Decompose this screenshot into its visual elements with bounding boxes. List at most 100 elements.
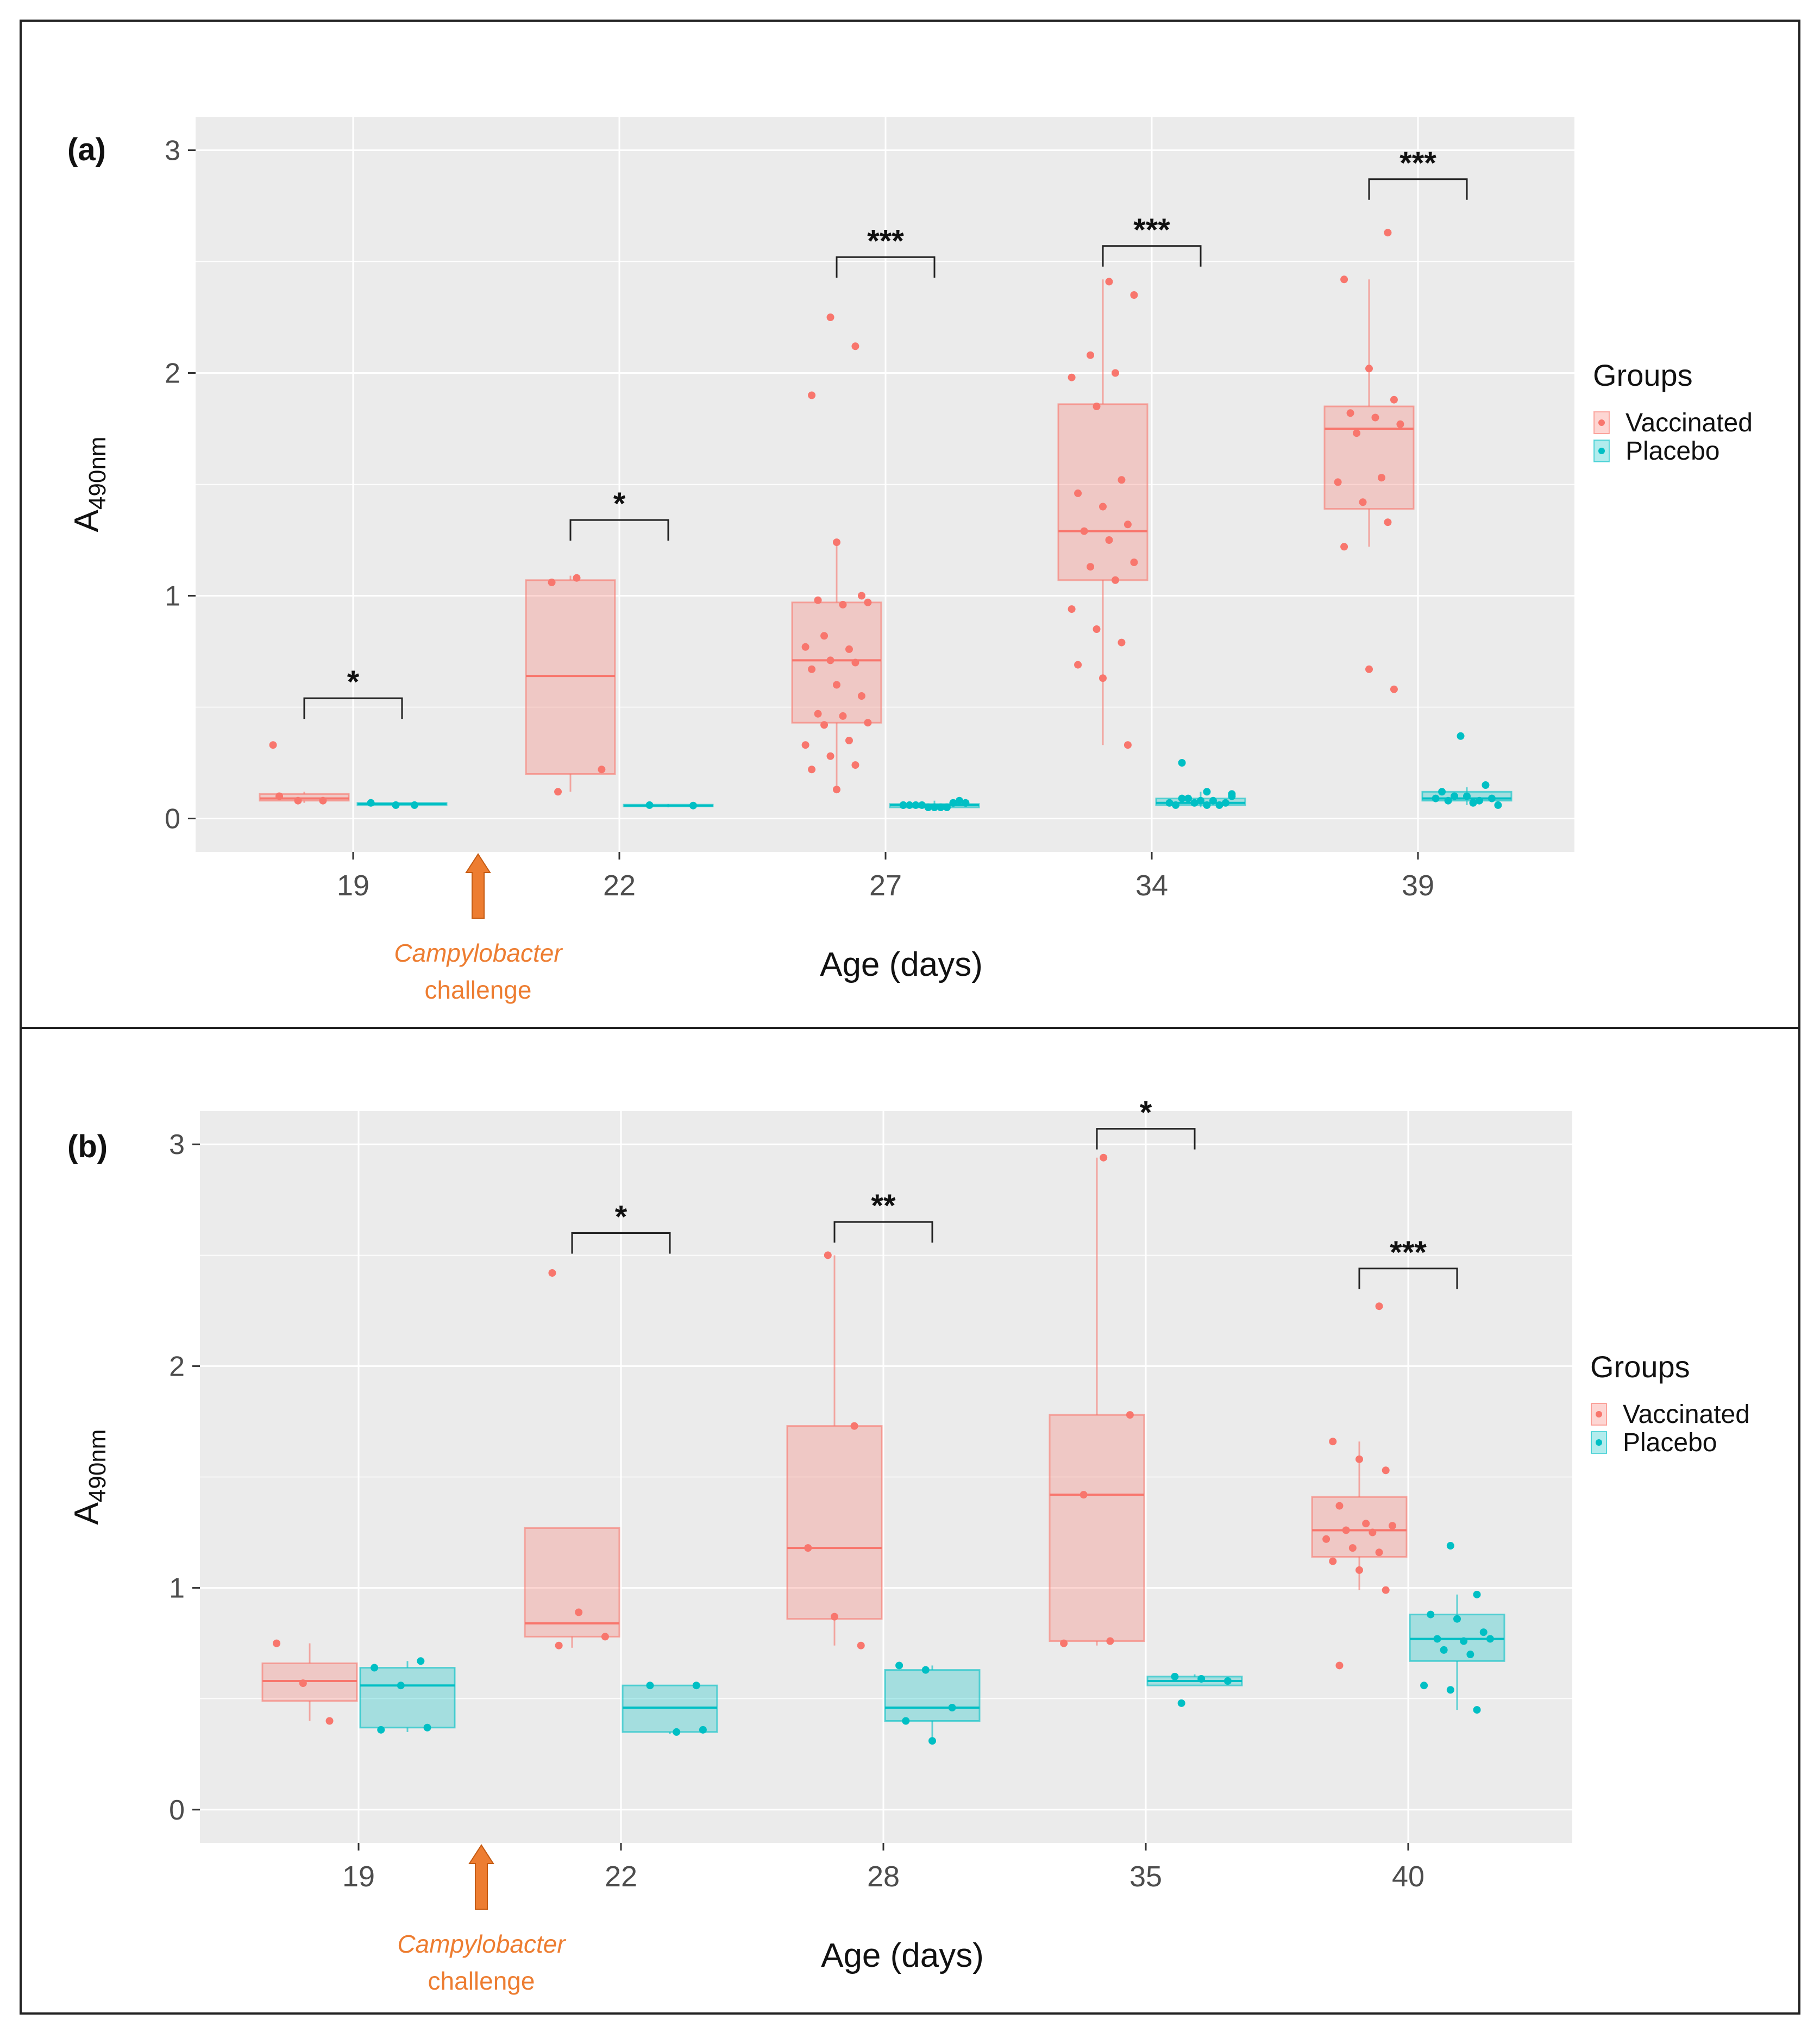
data-point <box>1388 1522 1396 1530</box>
box <box>359 1667 456 1729</box>
data-point <box>902 1717 910 1725</box>
data-point <box>921 1666 930 1674</box>
box <box>259 793 350 802</box>
data-point <box>1172 801 1180 809</box>
data-point <box>397 1682 405 1690</box>
x-tick-label: 35 <box>1129 1860 1162 1893</box>
data-point <box>1440 1646 1448 1654</box>
x-tick-label: 28 <box>867 1860 900 1893</box>
data-point <box>1342 1526 1350 1534</box>
data-point <box>1093 403 1101 410</box>
data-point <box>1340 543 1348 551</box>
data-point <box>575 1608 583 1616</box>
significance-bracket <box>1102 245 1202 267</box>
y-tick-label: 2 <box>169 1351 185 1382</box>
data-point <box>826 656 834 664</box>
data-point <box>269 741 277 749</box>
significance-bracket <box>569 519 669 541</box>
data-point <box>692 1682 700 1690</box>
data-point <box>1346 409 1354 417</box>
data-point <box>826 313 834 321</box>
y-tick-label: 3 <box>165 135 180 167</box>
data-point <box>1432 794 1440 802</box>
data-point <box>1329 1438 1337 1446</box>
data-point <box>1100 1153 1108 1162</box>
data-point <box>294 796 302 805</box>
legend-entry-label: Placebo <box>1623 1428 1717 1457</box>
data-point <box>645 801 654 809</box>
data-point <box>1093 625 1101 633</box>
data-point <box>857 692 865 700</box>
data-point <box>1106 1637 1114 1645</box>
data-point <box>1074 489 1082 497</box>
data-point <box>1475 796 1483 805</box>
data-point <box>833 681 840 689</box>
data-point <box>1068 605 1076 613</box>
data-point <box>845 737 853 744</box>
data-point <box>839 712 847 720</box>
data-point <box>1348 1544 1357 1552</box>
data-point <box>804 1544 812 1552</box>
data-point <box>1377 474 1385 482</box>
legend-entry-label: Placebo <box>1626 437 1719 466</box>
data-point <box>1355 1455 1363 1463</box>
x-axis-label: Age (days) <box>821 1937 984 1974</box>
data-point <box>1074 661 1082 669</box>
data-point <box>319 796 327 805</box>
data-point <box>1371 413 1379 422</box>
data-point <box>1335 1661 1344 1670</box>
data-point <box>899 801 907 809</box>
data-point <box>831 1613 838 1621</box>
significance-label: *** <box>1399 146 1436 181</box>
legend-title: Groups <box>1590 1350 1690 1384</box>
data-point <box>1427 1610 1435 1619</box>
data-point <box>1460 1637 1468 1645</box>
data-point <box>554 788 562 796</box>
data-point <box>851 658 859 667</box>
data-point <box>1396 420 1404 428</box>
data-point <box>895 1661 903 1670</box>
data-point <box>1203 801 1211 809</box>
data-point <box>275 792 284 800</box>
data-point <box>820 632 829 640</box>
panel-label: (b) <box>67 1129 108 1164</box>
data-point <box>1118 638 1126 647</box>
data-point <box>1433 1635 1441 1643</box>
data-point <box>1446 1542 1454 1550</box>
data-point <box>1438 788 1446 796</box>
data-point <box>808 766 816 774</box>
data-point <box>949 799 957 807</box>
data-point <box>1362 1520 1370 1528</box>
data-point <box>689 801 697 810</box>
data-point <box>1335 1502 1344 1510</box>
box <box>1049 1414 1145 1642</box>
data-point <box>1355 1566 1363 1574</box>
data-point <box>1190 799 1198 807</box>
significance-label: * <box>1140 1095 1152 1131</box>
box <box>786 1425 883 1620</box>
data-point <box>1203 788 1211 796</box>
data-point <box>377 1726 385 1734</box>
panel-label: (a) <box>67 132 106 167</box>
significance-bracket <box>1358 1268 1458 1289</box>
significance-bracket <box>1368 178 1468 200</box>
data-point <box>1451 792 1459 800</box>
legend-entry-label: Vaccinated <box>1623 1400 1750 1429</box>
y-tick-label: 1 <box>169 1573 185 1604</box>
legend-key-point <box>1596 1439 1602 1446</box>
data-point <box>1369 1528 1377 1536</box>
y-tick-label: 3 <box>169 1129 185 1161</box>
data-point <box>857 592 865 600</box>
y-axis-label-main: A <box>68 1502 105 1525</box>
data-point <box>1124 741 1132 749</box>
box <box>1311 1496 1408 1558</box>
data-point <box>912 801 920 809</box>
data-point <box>1099 503 1107 511</box>
data-point <box>851 342 859 350</box>
data-point <box>1365 365 1373 373</box>
legend-title: Groups <box>1593 358 1693 392</box>
data-point <box>1130 291 1138 299</box>
data-point <box>1390 396 1398 404</box>
data-point <box>1126 1411 1134 1419</box>
data-point <box>864 598 872 606</box>
